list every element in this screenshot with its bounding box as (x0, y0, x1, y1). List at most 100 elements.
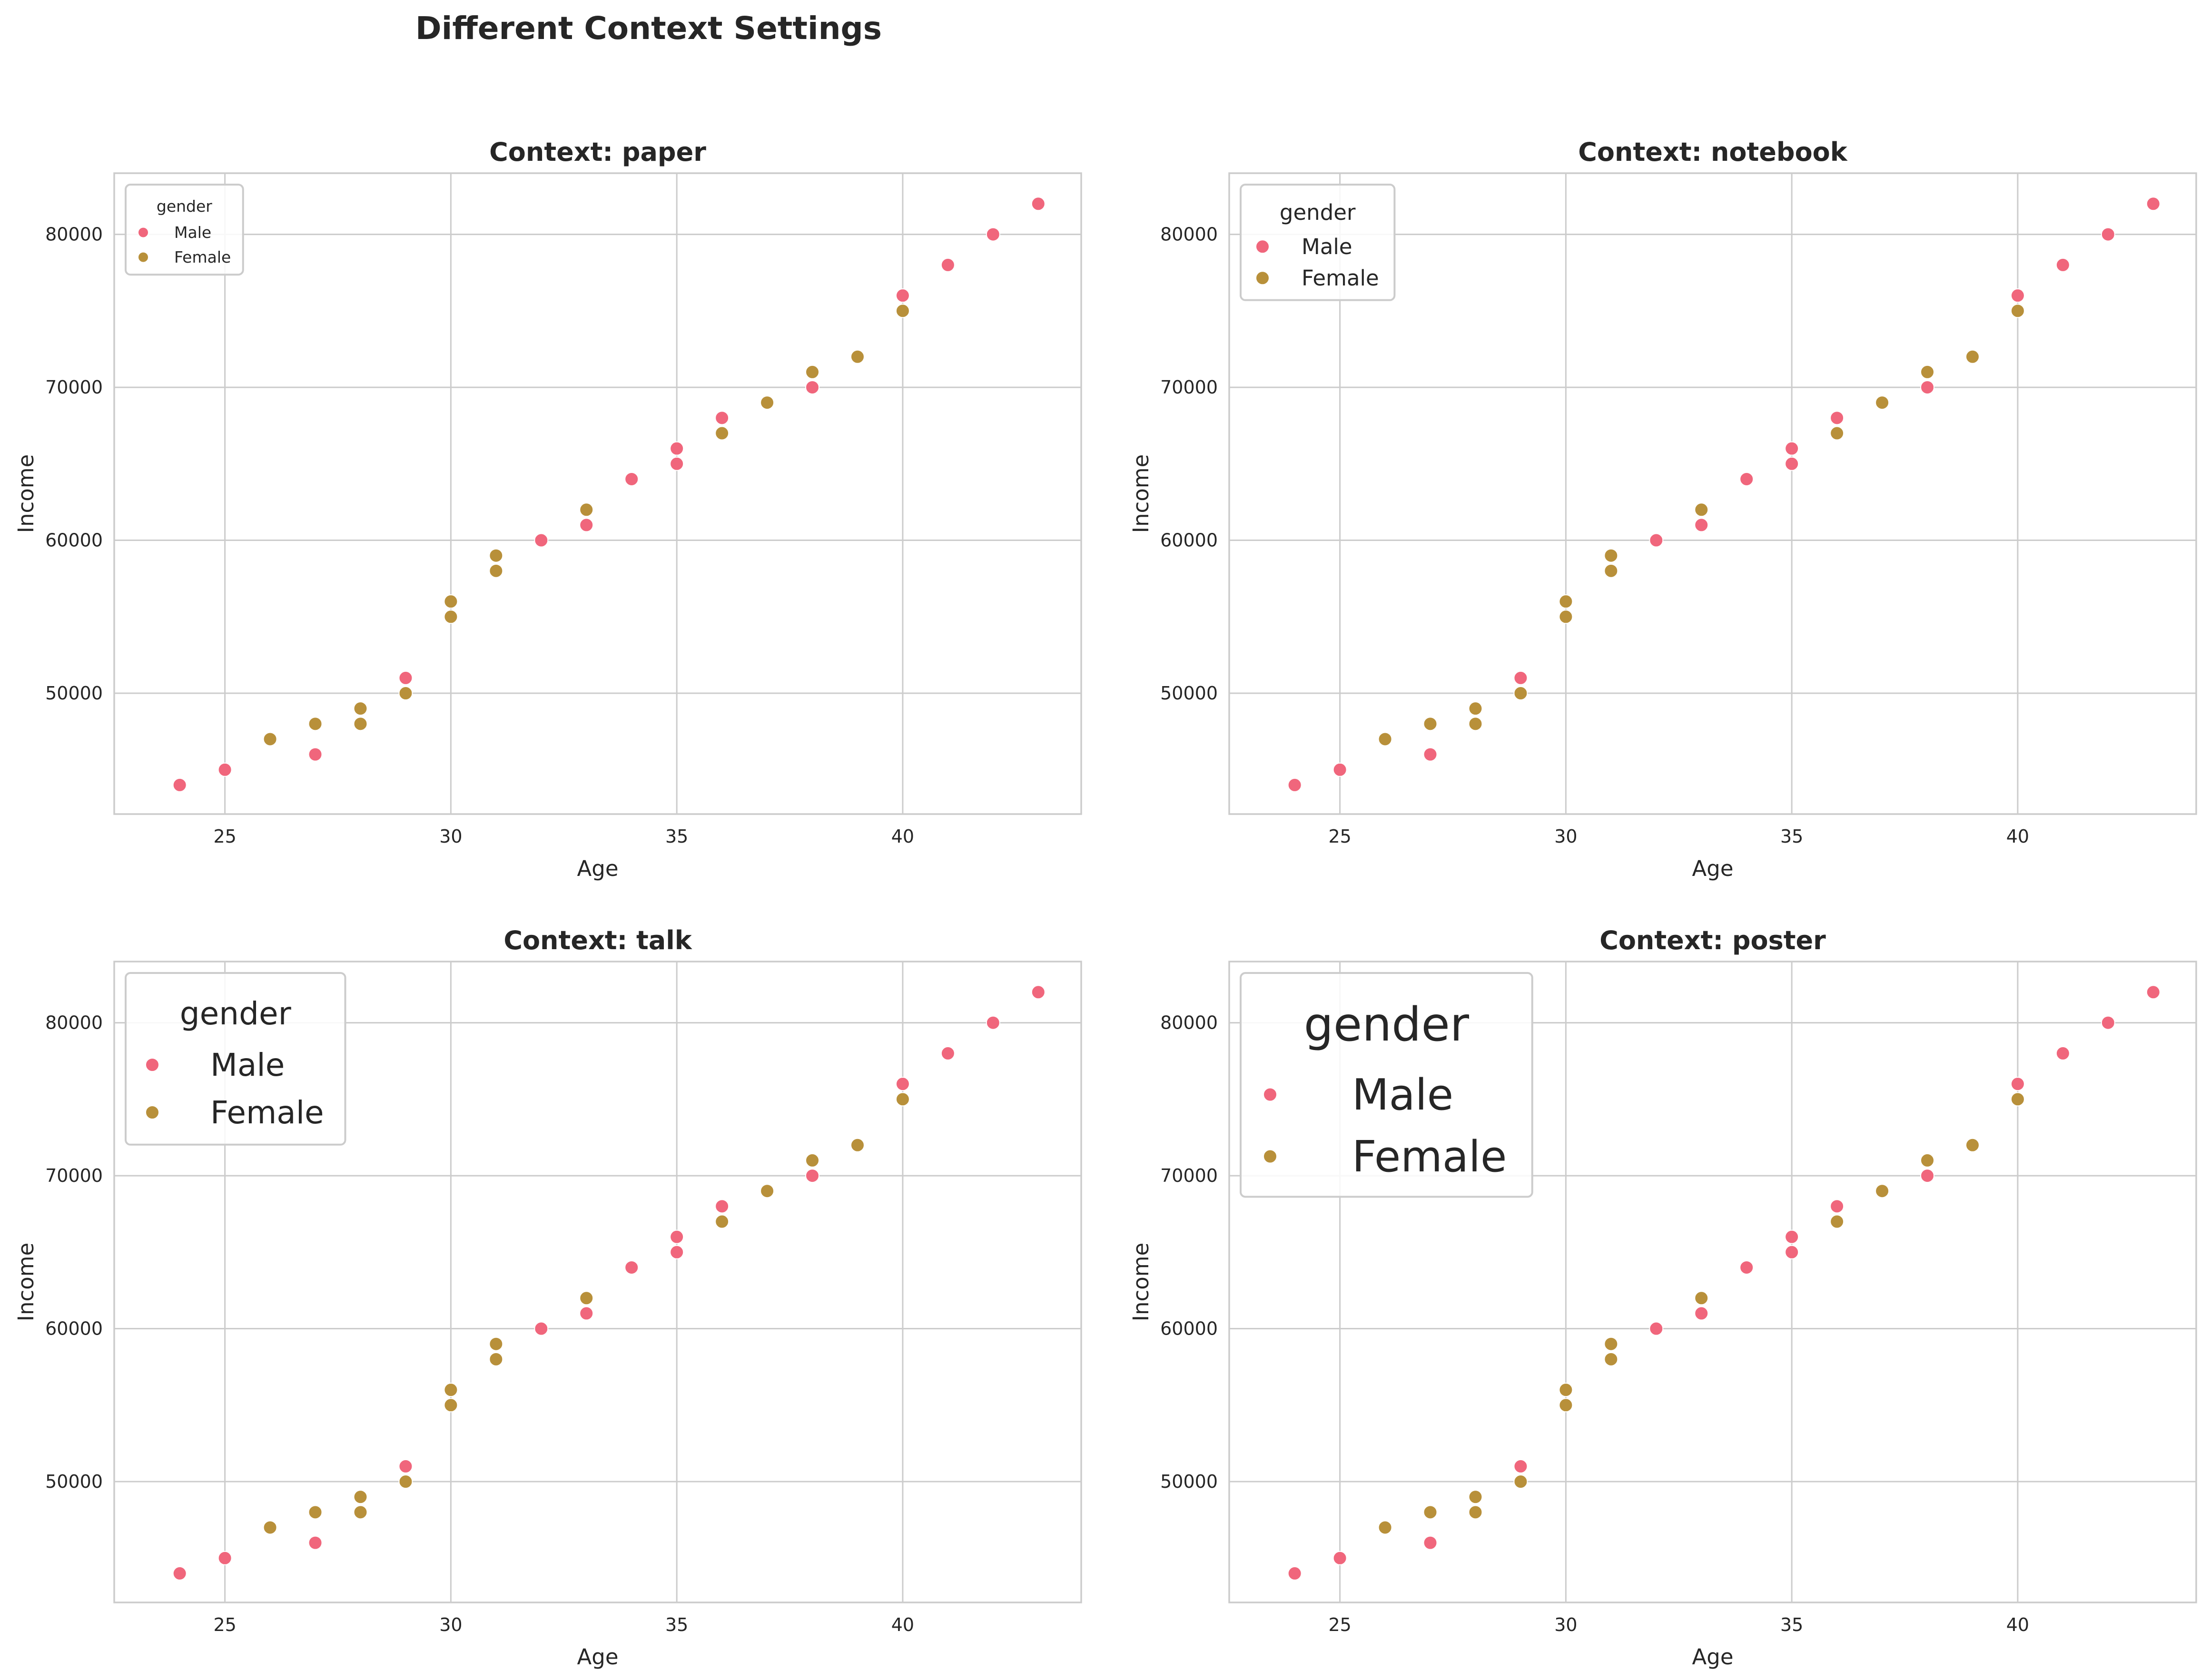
legend-entry-female: Female (1302, 265, 1379, 291)
data-point-male (398, 670, 413, 685)
data-point-female (1513, 1474, 1528, 1489)
subplot-poster: 25 30 35 40 50000 60000 70000 80000 Age Income Con… (1128, 925, 2197, 1670)
data-point-male (308, 1535, 323, 1550)
y-tick-label: 60000 (1160, 530, 1218, 551)
plot-frame (1228, 961, 2197, 1603)
data-point-female (1559, 1383, 1573, 1397)
data-point-male (1031, 196, 1046, 211)
data-point-male (579, 1306, 594, 1321)
y-tick-label: 50000 (1160, 1471, 1218, 1492)
data-point-female (1604, 1352, 1618, 1366)
data-point-male (308, 747, 323, 762)
data-point-female (850, 1138, 865, 1152)
data-point-male (1920, 380, 1935, 395)
legend-title: gender (180, 995, 292, 1032)
data-point-male (1513, 1459, 1528, 1474)
data-point-male (670, 456, 684, 471)
data-point-male (895, 1077, 910, 1091)
data-point-male (895, 288, 910, 303)
data-point-male (1830, 411, 1845, 425)
data-point-male (172, 1566, 187, 1581)
data-point-female (263, 732, 277, 747)
data-point-female (489, 1336, 503, 1351)
y-tick-label: 80000 (1160, 1012, 1218, 1033)
data-point-female (444, 1383, 458, 1397)
y-tick-label: 80000 (1160, 224, 1218, 245)
data-point-male (1332, 1551, 1347, 1565)
data-point-female (2010, 304, 2025, 318)
data-point-male (624, 472, 639, 486)
data-point-female (398, 686, 413, 701)
y-tick-label: 50000 (45, 683, 103, 704)
figure-title: Different Context Settings (415, 10, 882, 47)
data-point-male (2010, 288, 2025, 303)
data-point-male (2101, 1015, 2115, 1030)
data-point-male (217, 762, 232, 777)
data-point-male (1785, 441, 1799, 456)
data-point-female (1468, 701, 1483, 716)
subplot-paper: 25 30 35 40 50000 60000 70000 80000 Age Income Con… (13, 137, 1082, 881)
subplot-talk: 25 30 35 40 50000 60000 70000 80000 Age Income Con… (13, 925, 1082, 1670)
data-point-male (172, 777, 187, 792)
legend-box (125, 184, 244, 276)
data-point-female (308, 717, 323, 731)
data-point-male (1694, 518, 1709, 532)
subplot-notebook: 25 30 35 40 50000 60000 70000 80000 Age Income Con… (1128, 137, 2197, 881)
data-point-female (2010, 1092, 2025, 1107)
x-axis-label: Age (577, 1644, 618, 1670)
x-tick-label: 40 (2006, 1614, 2029, 1635)
data-point-female (895, 304, 910, 318)
data-point-female (1559, 1398, 1573, 1413)
data-point-male (940, 257, 955, 272)
data-point-female (398, 1474, 413, 1489)
data-point-female (1468, 1490, 1483, 1504)
plot-frame (113, 172, 1082, 815)
data-point-female (805, 1153, 820, 1168)
y-tick-label: 70000 (45, 377, 103, 398)
legend: gender Male Female (1240, 184, 1396, 301)
x-axis-label: Age (1692, 1644, 1733, 1670)
data-point-female (715, 1214, 730, 1229)
data-point-female (1694, 502, 1709, 517)
legend-marker-female (145, 1105, 159, 1120)
data-point-female (489, 1352, 503, 1366)
subplot-title: Context: paper (489, 137, 706, 167)
data-point-male (1423, 1535, 1438, 1550)
data-point-male (715, 411, 730, 425)
legend-box (125, 972, 346, 1146)
legend-marker-male (1255, 239, 1270, 254)
data-point-male (2146, 196, 2161, 211)
data-point-male (805, 1169, 820, 1183)
data-point-male (940, 1046, 955, 1061)
data-point-female (1468, 717, 1483, 731)
legend-marker-male (145, 1058, 159, 1072)
data-point-male (2101, 227, 2115, 242)
x-tick-label: 40 (891, 1614, 914, 1635)
legend-entry-male: Male (210, 1047, 285, 1083)
data-point-male (1287, 1566, 1302, 1581)
legend-entry-female: Female (174, 248, 231, 266)
data-point-female (1875, 395, 1890, 410)
legend-marker-female (138, 251, 149, 263)
legend-entry-male: Male (1352, 1070, 1453, 1120)
data-point-female (850, 349, 865, 364)
y-tick-label: 80000 (45, 1012, 103, 1033)
x-tick-label: 40 (891, 826, 914, 847)
data-point-female (1965, 349, 1980, 364)
data-point-female (579, 502, 594, 517)
data-point-female (1694, 1291, 1709, 1306)
legend-title: gender (1280, 200, 1356, 225)
data-point-male (579, 518, 594, 532)
data-point-female (715, 426, 730, 441)
legend: gender Male Female (125, 184, 244, 276)
y-tick-label: 70000 (1160, 1165, 1218, 1186)
data-point-female (1875, 1184, 1890, 1199)
data-point-female (805, 364, 820, 379)
data-point-female (760, 1184, 775, 1199)
data-point-female (1604, 563, 1618, 578)
data-point-female (444, 1398, 458, 1413)
data-point-female (1830, 426, 1845, 441)
data-point-male (534, 533, 549, 548)
data-point-female (579, 1291, 594, 1306)
plot-frame (1228, 172, 2197, 815)
